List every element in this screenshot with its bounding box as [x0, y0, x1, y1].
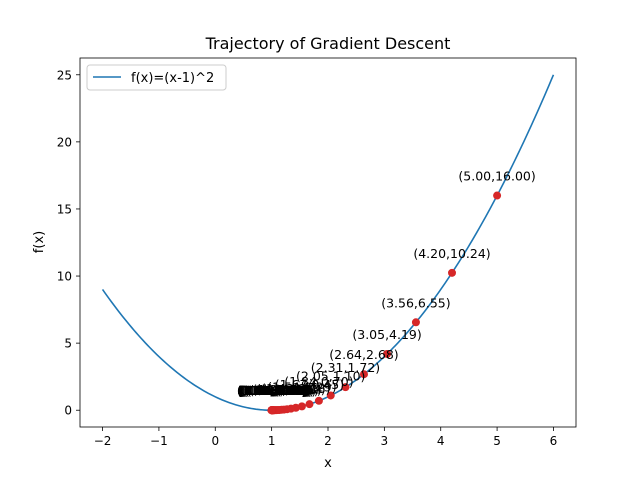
data-point [314, 396, 323, 405]
data-point [267, 406, 276, 415]
y-tick-label: 15 [57, 202, 72, 216]
x-tick-label: −2 [94, 434, 112, 448]
data-point [411, 318, 420, 327]
x-axis-ticks: −2 −1 0 1 2 3 4 5 6 [94, 427, 558, 448]
data-point [448, 268, 456, 277]
point-label: (2.64,2.68) [329, 347, 398, 362]
point-label: (1.02,0.00) [238, 383, 307, 398]
point-label: (1.22,0.05) [249, 383, 318, 398]
y-tick-label: 10 [57, 270, 72, 284]
point-label: (1.00,0.00) [237, 383, 306, 398]
point-label: (1.18,0.03) [247, 383, 316, 398]
data-point [326, 391, 335, 400]
x-tick-label: 5 [493, 434, 501, 448]
point-label: (1.00,0.00) [237, 383, 306, 398]
point-label: (1.00,0.00) [237, 383, 306, 398]
point-label: (1.54,0.29) [267, 379, 336, 394]
y-tick-label: 25 [57, 68, 72, 82]
points-layer [267, 191, 502, 415]
point-label: (1.07,0.01) [241, 383, 310, 398]
data-point [383, 349, 392, 358]
point-label: (1.00,0.00) [237, 383, 306, 398]
data-point [297, 402, 306, 411]
x-tick-label: 4 [437, 434, 445, 448]
y-tick-label: 0 [64, 404, 72, 418]
point-label: (1.00,0.00) [237, 383, 306, 398]
data-point [305, 400, 314, 409]
annotations-layer: (5.00,16.00) (4.20,10.24) (3.56,6.55) (3.05… [237, 169, 536, 399]
point-label: (4.20,10.24) [413, 246, 490, 261]
point-label: (2.05,1.10) [296, 368, 365, 383]
point-label: (1.01,0.00) [237, 383, 306, 398]
point-label: (3.05,4.19) [352, 327, 421, 342]
x-tick-label: −1 [150, 434, 168, 448]
data-point [341, 383, 350, 392]
point-label: (1.00,0.00) [237, 383, 306, 398]
point-label: (1.01,0.00) [237, 383, 306, 398]
point-label: (1.14,0.02) [245, 383, 314, 398]
point-label: (1.27,0.08) [252, 382, 321, 397]
y-tick-label: 5 [64, 337, 72, 351]
point-label: (1.00,0.00) [237, 383, 306, 398]
point-label: (1.06,0.00) [240, 383, 309, 398]
legend-box [86, 64, 227, 91]
y-axis-label: f(x) [32, 231, 47, 253]
x-tick-label: 2 [324, 434, 332, 448]
point-label: (1.11,0.01) [243, 383, 312, 398]
point-label: (1.84,0.70) [284, 374, 353, 389]
point-label: (1.00,0.00) [237, 383, 306, 398]
point-label: (1.02,0.00) [238, 383, 307, 398]
data-point [359, 370, 368, 379]
point-label: (1.02,0.00) [238, 383, 307, 398]
x-tick-label: 0 [211, 434, 219, 448]
point-label: (1.00,0.00) [237, 383, 306, 398]
point-label: (1.43,0.18) [261, 381, 330, 396]
point-label: (1.00,0.00) [237, 383, 306, 398]
point-label: (1.34,0.12) [256, 382, 325, 397]
data-point [493, 191, 502, 200]
point-label: (1.67,0.45) [275, 377, 344, 392]
x-axis-label: x [324, 456, 332, 471]
y-tick-label: 20 [57, 135, 72, 149]
legend: f(x)=(x-1)^2 [86, 64, 227, 91]
point-label: (1.00,0.00) [237, 383, 306, 398]
point-label: (1.00,0.00) [237, 383, 306, 398]
point-label: (1.00,0.00) [237, 383, 306, 398]
point-label: (1.01,0.00) [238, 383, 307, 398]
point-label: (1.00,0.00) [237, 383, 306, 398]
point-label: (1.00,0.00) [237, 383, 306, 398]
x-tick-label: 6 [550, 434, 558, 448]
legend-label: f(x)=(x-1)^2 [131, 71, 214, 86]
point-label: (1.09,0.01) [242, 383, 311, 398]
point-label: (3.56,6.55) [381, 295, 450, 310]
point-label: (1.00,0.00) [237, 383, 306, 398]
point-label: (1.00,0.00) [237, 383, 306, 398]
point-label: (2.31,1.72) [311, 360, 380, 375]
chart-title: Trajectory of Gradient Descent [205, 34, 451, 53]
x-tick-label: 3 [381, 434, 389, 448]
point-label: (1.00,0.00) [237, 383, 306, 398]
point-label: (1.00,0.00) [237, 383, 306, 398]
point-label: (1.00,0.00) [237, 383, 306, 398]
point-label: (1.04,0.00) [239, 383, 308, 398]
point-label: (1.01,0.00) [237, 383, 306, 398]
x-tick-label: 1 [268, 434, 276, 448]
y-axis-ticks: 0 5 10 15 20 25 [57, 68, 80, 418]
point-label: (1.00,0.00) [237, 383, 306, 398]
point-label: (5.00,16.00) [458, 169, 535, 184]
point-label: (1.05,0.00) [240, 383, 309, 398]
point-label: (1.03,0.00) [239, 383, 308, 398]
